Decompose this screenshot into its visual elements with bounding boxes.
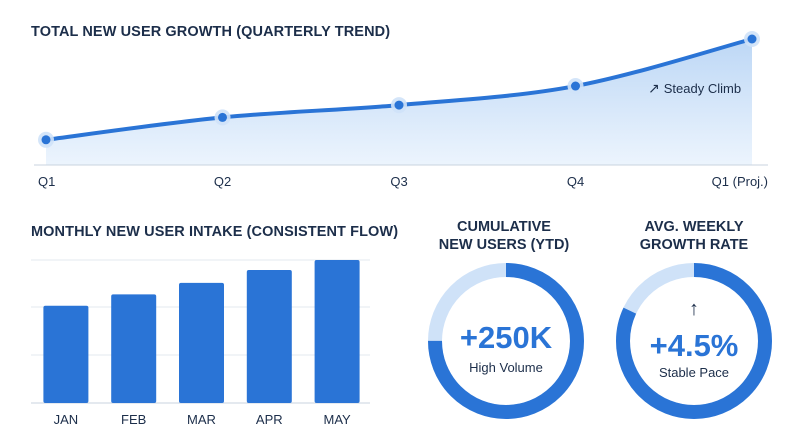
kpi-cumulative-title-line1: CUMULATIVE: [457, 219, 551, 235]
line-annotation-text: Steady Climb: [663, 81, 742, 96]
data-point: [218, 112, 227, 122]
data-point: [394, 100, 404, 110]
bar: [246, 270, 292, 403]
kpi-cumulative-subtitle: High Volume: [469, 360, 543, 375]
data-point: [41, 135, 51, 145]
bar-chart-title: MONTHLY NEW USER INTAKE (CONSISTENT FLOW…: [31, 224, 399, 240]
ring-progress: [616, 263, 772, 419]
bar: [43, 305, 89, 403]
x-tick-label: FEB: [121, 412, 146, 427]
kpi-weekly-value: +4.5%: [649, 328, 739, 363]
kpi-rings: [428, 263, 772, 419]
kpi-weekly-subtitle: Stable Pace: [658, 365, 730, 380]
bar: [314, 260, 360, 403]
kpi-cumulative-title: CUMULATIVE NEW USERS (YTD): [404, 218, 604, 254]
area-fill: [46, 39, 752, 165]
x-tick-label: MAY: [323, 412, 351, 427]
x-tick-label: Q1 (Proj.): [712, 174, 768, 189]
kpi-cumulative-title-line2: NEW USERS (YTD): [438, 237, 570, 253]
x-tick-label: APR: [256, 412, 283, 427]
kpi-weekly-title-line1: AVG. WEEKLY: [644, 219, 744, 235]
kpi-weekly-title: AVG. WEEKLY GROWTH RATE: [594, 218, 794, 254]
arrow-up-icon: ↑: [689, 298, 699, 320]
bar-chart: JAN FEB MAR APR MAY: [31, 259, 370, 427]
line-annotation: ↗ Steady Climb: [648, 80, 741, 97]
bar: [179, 282, 224, 403]
kpi-weekly-title-line2: GROWTH RATE: [639, 237, 749, 253]
x-tick-label: Q3: [390, 174, 407, 189]
line-chart-title: TOTAL NEW USER GROWTH (QUARTERLY TREND): [31, 24, 391, 40]
bar: [111, 294, 157, 403]
data-point: [571, 81, 580, 91]
kpi-cumulative-value: +250K: [459, 320, 553, 355]
data-point: [747, 34, 757, 44]
x-tick-label: JAN: [54, 412, 79, 427]
trend-up-icon: ↗: [648, 80, 660, 96]
x-tick-label: MAR: [187, 412, 216, 427]
x-tick-label: Q1: [38, 174, 55, 189]
line-chart: Q1 Q2 Q3 Q4 Q1 (Proj.): [34, 31, 768, 189]
x-tick-label: Q2: [214, 174, 231, 189]
x-tick-label: Q4: [567, 174, 584, 189]
ring-progress: [428, 263, 584, 419]
